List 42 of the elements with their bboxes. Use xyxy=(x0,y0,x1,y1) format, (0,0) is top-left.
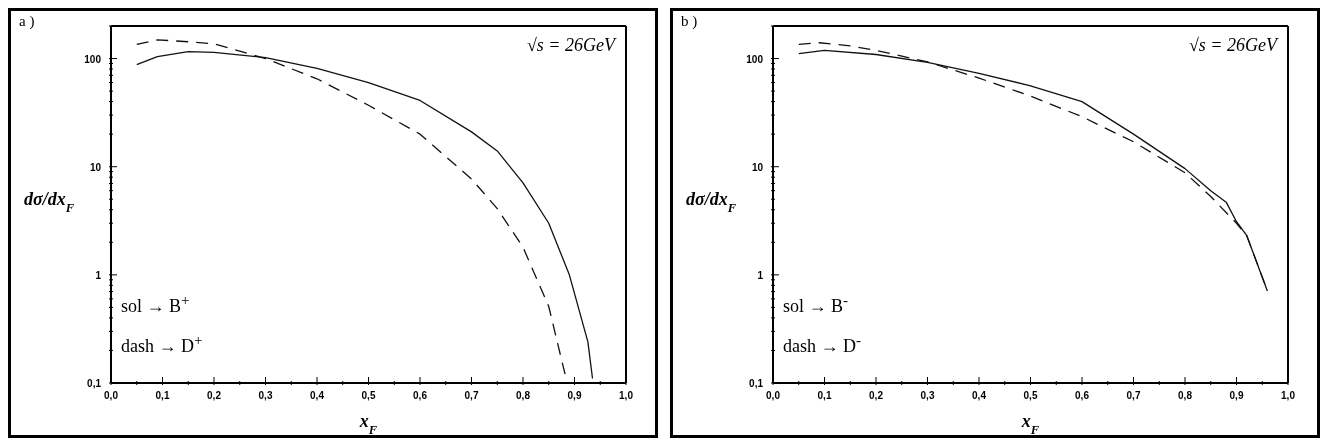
y-tick-label: 1 xyxy=(95,269,102,281)
y-tick-label: 100 xyxy=(84,53,102,65)
annotation: √s = 26GeV xyxy=(526,35,615,56)
annotation: dash → D$^{+}$ xyxy=(121,332,203,356)
x-axis-title: x$_{F}$ xyxy=(358,411,378,437)
annotation: sol → B$^{+}$ xyxy=(121,292,190,316)
x-tick-label: 0,0 xyxy=(104,390,119,401)
x-tick-label: 0,4 xyxy=(310,390,325,401)
x-tick-label: 0,5 xyxy=(361,390,376,401)
annotation: dash → D$^{-}$ xyxy=(783,332,861,356)
x-tick-label: 0,3 xyxy=(258,390,273,401)
y-tick-label: 100 xyxy=(746,53,764,65)
x-tick-label: 0,2 xyxy=(869,390,884,401)
x-tick-label: 0,8 xyxy=(516,390,531,401)
x-tick-label: 0,5 xyxy=(1023,390,1038,401)
x-tick-label: 1,0 xyxy=(1281,390,1296,401)
x-tick-label: 1,0 xyxy=(619,390,634,401)
x-tick-label: 0,7 xyxy=(1126,390,1141,401)
chart-title: a ) xyxy=(19,13,35,30)
y-tick-label: 0,1 xyxy=(87,378,102,389)
chart-title: b ) xyxy=(681,13,698,30)
x-tick-label: 0,4 xyxy=(972,390,987,401)
x-tick-label: 0,2 xyxy=(207,390,222,401)
x-tick-label: 0,9 xyxy=(1229,390,1244,401)
x-tick-label: 0,8 xyxy=(1178,390,1193,401)
x-tick-label: 0,6 xyxy=(1075,390,1090,401)
x-tick-label: 0,7 xyxy=(464,390,479,401)
y-axis-title: dσ/dx$_{F}$ xyxy=(23,188,75,215)
x-tick-label: 0,3 xyxy=(920,390,935,401)
annotation: √s = 26GeV xyxy=(1188,35,1277,56)
y-tick-label: 0,1 xyxy=(749,378,764,389)
y-tick-label: 10 xyxy=(751,161,764,173)
x-tick-label: 0,1 xyxy=(155,390,170,401)
x-axis-title: x$_{F}$ xyxy=(1020,411,1040,437)
x-tick-label: 0,1 xyxy=(817,390,832,401)
annotation: sol → B$^{-}$ xyxy=(783,292,849,316)
y-axis-title: dσ/dx$_{F}$ xyxy=(685,188,737,215)
x-tick-label: 0,9 xyxy=(567,390,582,401)
y-tick-label: 10 xyxy=(89,161,102,173)
y-tick-label: 1 xyxy=(757,269,764,281)
x-tick-label: 0,0 xyxy=(766,390,781,401)
x-tick-label: 0,6 xyxy=(413,390,428,401)
